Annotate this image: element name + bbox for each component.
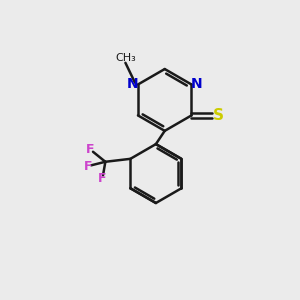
Text: F: F: [86, 143, 94, 156]
Text: S: S: [212, 108, 224, 123]
Text: N: N: [127, 76, 139, 91]
Text: N: N: [191, 76, 202, 91]
Text: F: F: [83, 160, 92, 173]
Text: F: F: [98, 172, 107, 185]
Text: CH₃: CH₃: [115, 52, 136, 62]
